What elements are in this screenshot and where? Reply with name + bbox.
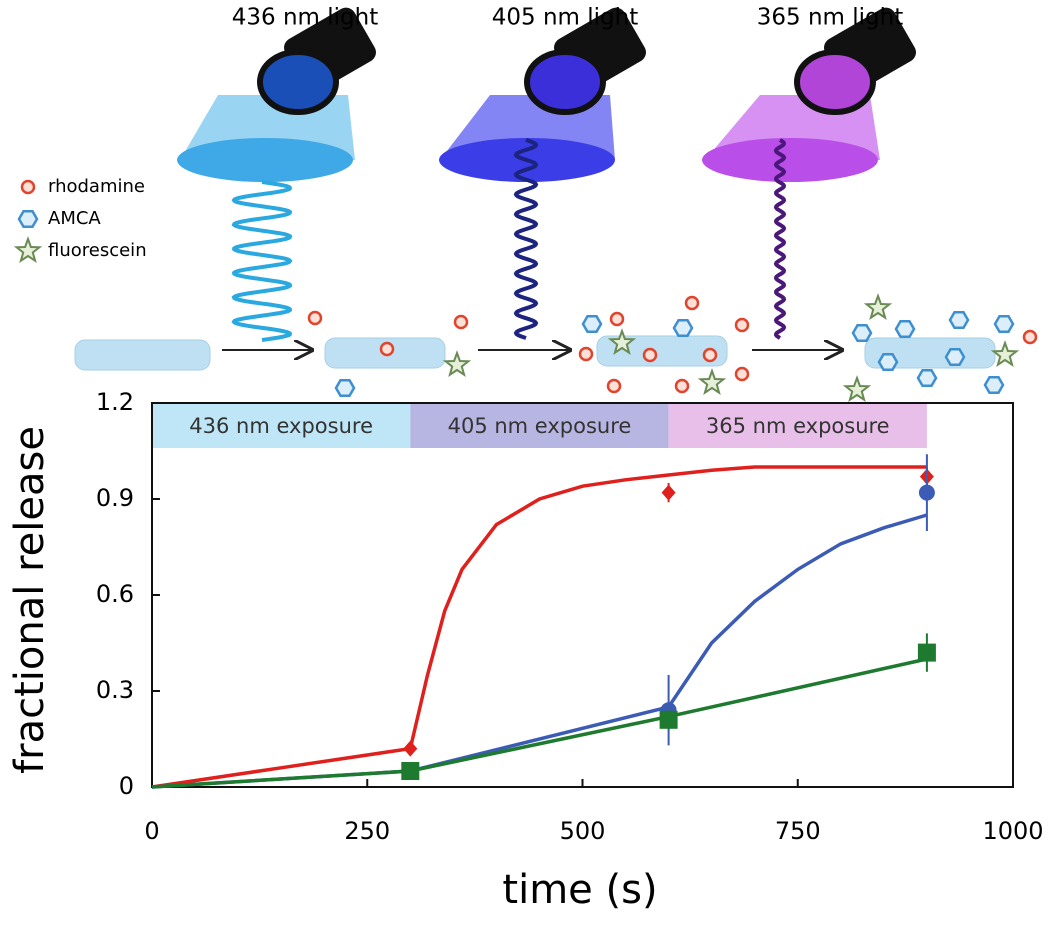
x-axis-label: time (s) xyxy=(502,867,657,913)
amca-icon xyxy=(894,319,916,339)
rhodamine-icon xyxy=(734,366,750,382)
amca-icon xyxy=(944,347,966,367)
light-label: 365 nm light xyxy=(757,5,903,31)
marker xyxy=(401,762,420,780)
amca-icon xyxy=(993,314,1015,334)
exposure-band xyxy=(410,403,669,448)
fit-line xyxy=(151,513,928,789)
rhodamine-icon xyxy=(379,341,395,357)
rhodamine-icon xyxy=(702,347,718,363)
marker xyxy=(917,643,936,662)
marker xyxy=(659,710,678,729)
rhodamine-icon xyxy=(734,317,750,333)
fluorescein-icon xyxy=(13,236,43,264)
plot: 436 nm exposure 405 nm exposure 365 nm exp… xyxy=(96,388,1044,845)
x-tick-label: 250 xyxy=(344,817,390,845)
wave xyxy=(773,138,787,340)
x-tick-label: 750 xyxy=(775,817,821,845)
amca-icon xyxy=(851,323,873,343)
fluorescein-icon xyxy=(442,350,472,378)
y-tick-label: 1.2 xyxy=(96,388,134,416)
light-cone xyxy=(177,138,353,182)
rhodamine-icon xyxy=(453,314,469,330)
rhodamine-icon xyxy=(307,310,323,326)
fluorescein-icon xyxy=(863,293,893,321)
amca-icon xyxy=(672,318,694,338)
rhodamine-icon xyxy=(20,179,36,195)
amca-icon xyxy=(17,209,39,229)
fit-line xyxy=(151,657,928,789)
fluorescein-icon xyxy=(990,340,1020,368)
y-tick-label: 0.9 xyxy=(96,484,134,512)
exposure-label: 405 nm exposure xyxy=(448,414,632,438)
disc xyxy=(74,335,996,371)
marker xyxy=(403,740,418,757)
exposure-band xyxy=(668,403,927,448)
amca-icon xyxy=(983,375,1005,395)
y-tick-label: 0.6 xyxy=(96,580,134,608)
light-label: 436 nm light xyxy=(232,5,378,31)
rhodamine-icon xyxy=(606,378,622,394)
exposure-band xyxy=(152,403,411,448)
marker xyxy=(918,484,935,501)
exposure-label: 365 nm exposure xyxy=(706,414,890,438)
amca-icon xyxy=(948,310,970,330)
rhodamine-icon xyxy=(1022,329,1038,345)
x-tick-label: 1000 xyxy=(982,817,1043,845)
rhodamine-icon xyxy=(609,311,625,327)
legend-label: rhodamine xyxy=(48,176,145,197)
light-cone xyxy=(702,138,878,182)
fluorescein-icon xyxy=(842,375,872,403)
legend-label: fluorescein xyxy=(48,240,147,261)
rhodamine-icon xyxy=(642,347,658,363)
rhodamine-icon xyxy=(578,346,594,362)
amca-icon xyxy=(877,352,899,372)
exposure-label: 436 nm exposure xyxy=(189,414,373,438)
light-label: 405 nm light xyxy=(492,5,638,31)
amca-icon xyxy=(916,368,938,388)
rhodamine-icon xyxy=(684,295,700,311)
y-tick-label: 0.3 xyxy=(96,676,134,704)
fit-line xyxy=(151,465,927,789)
wave xyxy=(231,180,293,342)
amca-icon xyxy=(581,314,603,334)
legend-label: AMCA xyxy=(48,208,101,229)
fluorescein-icon xyxy=(697,368,727,396)
x-tick-label: 500 xyxy=(560,817,606,845)
x-tick-label: 0 xyxy=(144,817,159,845)
amca-icon xyxy=(334,378,356,398)
flashlight xyxy=(524,7,646,115)
fluorescein-icon xyxy=(607,328,637,356)
y-tick-label: 0 xyxy=(119,772,134,800)
molecules xyxy=(13,179,1038,403)
illustration: 436 nm light 405 nm light 365 nm light xyxy=(13,5,1038,403)
flashlight xyxy=(257,7,376,115)
flashlight xyxy=(794,7,916,115)
y-axis-label: fractional release xyxy=(7,426,53,774)
marker xyxy=(661,484,676,501)
wave xyxy=(513,138,539,340)
rhodamine-icon xyxy=(674,378,690,394)
